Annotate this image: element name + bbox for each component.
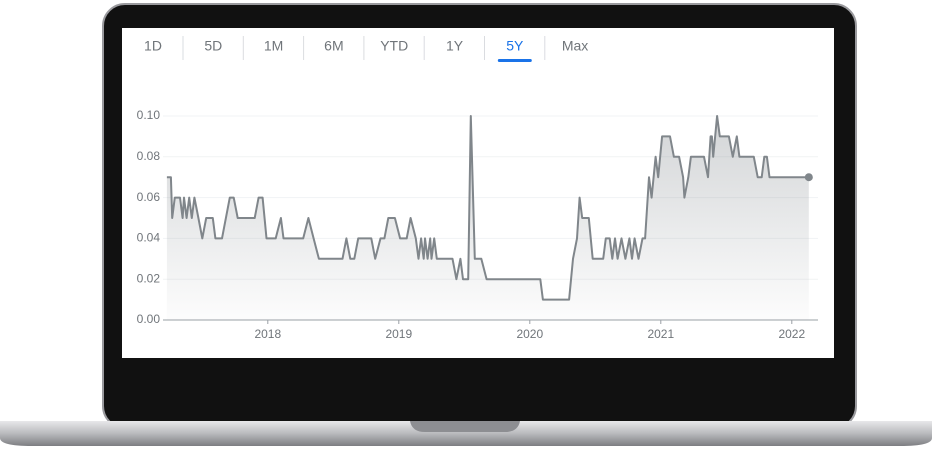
plot: 0.00 0.02 0.04 0.06 0.08 0.10 2018 2019 2020 2021… <box>137 108 818 341</box>
y-tick-label: 0.04 <box>137 231 161 245</box>
line <box>166 115 809 301</box>
tab-underline <box>497 59 532 62</box>
range-tab[interactable]: 1Y <box>446 38 464 54</box>
range-tab[interactable]: 1M <box>264 38 283 54</box>
range-tab[interactable]: 5D <box>204 38 222 54</box>
range-tab[interactable]: 5Y <box>506 38 524 54</box>
range-tabs: 1D 5D 1M 6M YTD 1Y 5Y Max <box>144 36 588 62</box>
x-tick-label: 2021 <box>647 327 674 341</box>
y-tick-label: 0.02 <box>137 271 161 285</box>
range-tab[interactable]: Max <box>562 38 588 54</box>
x-tick-label: 2019 <box>385 327 412 341</box>
x-tick-label: 2022 <box>778 327 805 341</box>
y-tick-label: 0.08 <box>137 149 161 163</box>
end-point <box>804 173 813 182</box>
laptop-base <box>0 421 932 446</box>
base-notch <box>410 421 520 432</box>
range-tab[interactable]: 1D <box>144 38 162 54</box>
y-tick-label: 0.10 <box>137 108 161 122</box>
x-tick-label: 2018 <box>254 327 281 341</box>
area <box>166 116 809 320</box>
y-tick-label: 0.00 <box>137 312 161 326</box>
range-tab[interactable]: 6M <box>324 38 343 54</box>
range-tab[interactable]: YTD <box>380 38 408 54</box>
x-tick-label: 2020 <box>516 327 543 341</box>
y-tick-label: 0.06 <box>137 190 161 204</box>
